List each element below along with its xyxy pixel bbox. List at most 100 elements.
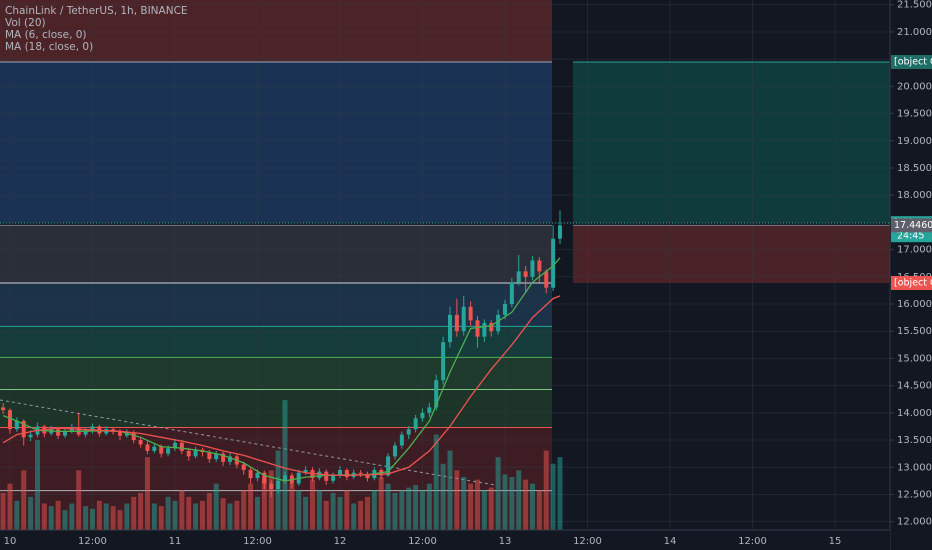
candle-body — [331, 475, 336, 481]
zone — [0, 62, 552, 224]
candle-body — [441, 342, 446, 381]
volume-bar — [413, 484, 419, 530]
x-tick-label: 12:00 — [243, 536, 272, 547]
y-tick-label: 19.0000 — [897, 136, 932, 147]
volume-bar — [303, 496, 309, 530]
indicator-label: MA (6, close, 0) — [5, 29, 87, 41]
y-tick-label: 15.5000 — [897, 326, 932, 337]
volume-bar — [523, 479, 529, 530]
title: ChainLink / TetherUS, 1h, BINANCE — [5, 5, 188, 17]
volume-bar — [261, 477, 267, 530]
candle-body — [489, 323, 494, 332]
candle-body — [227, 456, 232, 462]
volume-bar — [103, 503, 109, 530]
zone — [0, 282, 552, 327]
volume-bar — [330, 492, 336, 530]
zones — [0, 0, 890, 533]
volume-bar — [186, 496, 192, 530]
volume-bar — [241, 490, 247, 530]
volume-bar — [7, 483, 13, 530]
candle-body — [21, 421, 26, 438]
candle-body — [138, 440, 143, 445]
volume-bar — [234, 500, 240, 530]
volume-bar — [83, 506, 89, 530]
y-tick-label: 13.5000 — [897, 435, 932, 446]
y-tick-label: 17.0000 — [897, 245, 932, 256]
zone — [0, 225, 552, 283]
candle-body — [434, 380, 439, 408]
volume-bar — [21, 470, 27, 530]
volume-bar — [406, 487, 412, 530]
candle-body — [241, 464, 246, 470]
x-tick-label: 12:00 — [78, 536, 107, 547]
candle-body — [69, 428, 74, 432]
y-tick-label: 14.0000 — [897, 408, 932, 419]
candle-body — [406, 429, 411, 435]
volume-bar — [62, 510, 68, 530]
volume-bar — [378, 477, 384, 530]
volume-bar — [55, 500, 61, 530]
volume-bar — [172, 500, 178, 530]
candle-body — [186, 450, 191, 457]
y-tick-label: 16.0000 — [897, 299, 932, 310]
candle-body — [551, 238, 556, 288]
volume-bar — [385, 483, 391, 530]
candle-body — [7, 410, 12, 430]
y-tick-label: 21.5000 — [897, 0, 932, 11]
volume-bar — [529, 483, 535, 530]
volume-bar — [48, 506, 54, 530]
x-tick-label: 10 — [4, 536, 17, 547]
volume-bar — [206, 492, 212, 530]
zone — [0, 357, 552, 390]
volume-bar — [502, 474, 508, 530]
position-zone — [573, 225, 890, 283]
volume-bar — [282, 400, 288, 530]
candle-body — [523, 271, 528, 277]
candle-body — [544, 271, 549, 288]
candle-body — [392, 445, 397, 457]
x-tick-label: 15 — [829, 536, 842, 547]
x-tick-label: 11 — [169, 536, 182, 547]
volume-bar — [0, 492, 6, 530]
y-tick-label: 13.0000 — [897, 462, 932, 473]
volume-bar — [248, 483, 254, 530]
volume-bar — [289, 483, 295, 530]
candle-body — [83, 430, 88, 435]
candle-body — [221, 453, 226, 462]
volume-bar — [337, 496, 343, 530]
volume-bar — [474, 479, 480, 530]
volume-bar — [461, 477, 467, 530]
volume-bar — [488, 487, 494, 530]
x-tick-label: 12:00 — [738, 536, 767, 547]
volume-bar — [268, 470, 274, 530]
y-tick-label: 15.0000 — [897, 353, 932, 364]
x-tick-label: 12:00 — [573, 536, 602, 547]
countdown-box — [891, 230, 932, 243]
candle-body — [475, 320, 480, 337]
y-tick-label: 20.0000 — [897, 81, 932, 92]
axes: 12.0000 12.5000 13.0000 13.5000 14.0000 14.50… — [4, 0, 932, 547]
x-tick-label: 12:00 — [408, 536, 437, 547]
volume-bar — [158, 506, 164, 530]
y-tick-label: 14.5000 — [897, 381, 932, 392]
candle-body — [28, 434, 33, 438]
candle-body — [145, 444, 150, 451]
volume-bar — [220, 498, 226, 530]
volume-bar — [316, 490, 322, 530]
volume-bar — [14, 500, 20, 530]
candle-body — [207, 452, 212, 460]
countdown: 24:45 — [897, 231, 924, 242]
x-tick-label: 13 — [499, 536, 512, 547]
volume-bar — [440, 463, 446, 530]
y-tick-label: 12.0000 — [897, 517, 932, 528]
candle-body — [159, 446, 164, 454]
volume-bar — [131, 496, 137, 530]
candle-body — [413, 418, 418, 430]
candle-body — [255, 472, 260, 479]
volume-bar — [199, 500, 205, 530]
volume-bar — [557, 457, 563, 530]
candle-body — [530, 260, 535, 277]
price-label-box — [891, 218, 932, 233]
candle-body — [14, 421, 19, 430]
volume-bar — [399, 490, 405, 530]
